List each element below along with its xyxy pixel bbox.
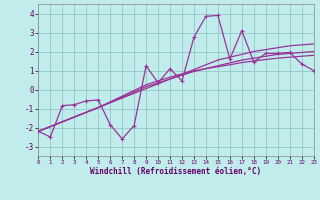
X-axis label: Windchill (Refroidissement éolien,°C): Windchill (Refroidissement éolien,°C) xyxy=(91,167,261,176)
